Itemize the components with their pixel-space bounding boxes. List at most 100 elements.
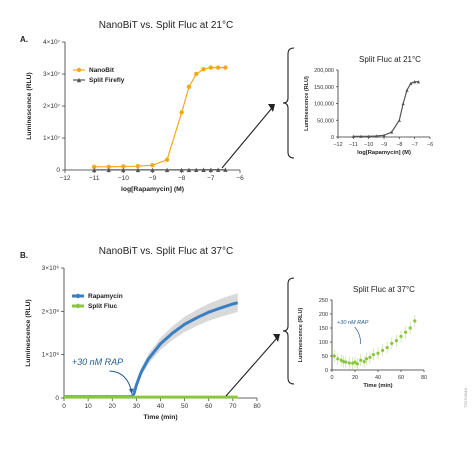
- B_inset-x-tick-label: 60: [398, 375, 404, 381]
- B_main-legend-label: Rapamycin: [88, 293, 123, 300]
- panel-a-title: NanoBiT vs. Split Fluc at 21°C: [99, 20, 233, 31]
- B_main-x-tick-label: 50: [181, 403, 189, 410]
- A_main-y-tick-label: 4×10⁷: [43, 39, 61, 46]
- B_main-y-axis-label: Luminescence (RLU): [25, 299, 32, 367]
- A_main-series-point-1: [208, 167, 214, 172]
- panel-a-label: A.: [20, 35, 28, 44]
- B_inset-point: [347, 361, 351, 365]
- B_inset-x-tick-label: 40: [375, 375, 381, 381]
- A_inset-series-point-0: [382, 133, 386, 137]
- connector-a: [221, 107, 273, 169]
- A_inset-series-point-0: [401, 101, 405, 106]
- B_inset-point: [359, 358, 363, 362]
- B_main-annotation-arrow: [109, 370, 133, 393]
- A_main-legend-label: NanoBit: [89, 67, 115, 74]
- B_inset-point: [336, 357, 340, 361]
- A_inset-series-point-0: [397, 118, 401, 122]
- A_inset-x-tick-label: −6: [427, 142, 433, 148]
- A_main-series-point-0: [150, 163, 155, 168]
- B_main-x-tick-label: 0: [62, 403, 66, 410]
- B_inset-point: [381, 348, 385, 352]
- A_inset-title: Split Fluc at 21°C: [359, 55, 421, 64]
- A_main-y-axis-label: Luminescence (RLU): [26, 72, 33, 140]
- A_main-x-tick-label: −11: [89, 175, 100, 182]
- A_main-x-tick-label: −9: [149, 175, 157, 182]
- A_inset-x-tick-label: −9: [381, 142, 387, 148]
- A_main-series-point-0: [215, 65, 221, 70]
- A_inset-x-tick-label: −10: [364, 142, 373, 148]
- B_inset-point: [399, 334, 403, 338]
- B_main-y-tick-label: 0: [55, 395, 59, 402]
- B_inset-point: [390, 341, 394, 345]
- A_inset-series-point-0: [367, 134, 371, 138]
- B_inset-y-tick-label: 200: [319, 312, 328, 318]
- B_inset-point: [394, 339, 398, 343]
- B_main-x-tick-label: 60: [205, 403, 213, 410]
- A_main-series-point-1: [121, 167, 126, 173]
- A_inset-y-tick-label: 150,000: [314, 85, 334, 91]
- B_inset-x-tick-label: 20: [352, 375, 358, 381]
- A_inset-x-tick-label: −11: [349, 142, 358, 148]
- panel-b-label: B.: [20, 251, 28, 260]
- side-code: TS2700MA: [463, 388, 468, 408]
- A_main-series-point-0: [135, 163, 141, 169]
- A_inset-series-point-0: [413, 80, 417, 84]
- B_main-y-tick-label: 1×10⁶: [42, 352, 60, 359]
- A_main-legend-label: Split Firefly: [89, 77, 125, 84]
- B_main-x-tick-label: 70: [229, 403, 237, 410]
- A_main-y-tick-label: 1×10⁷: [43, 135, 61, 142]
- A_main-x-tick-label: −10: [118, 175, 129, 182]
- A_main-x-tick-label: −12: [59, 175, 70, 182]
- B_inset-point: [376, 351, 380, 355]
- A_inset-series-point-0: [351, 134, 355, 138]
- B_inset-y-tick-label: 150: [319, 326, 328, 332]
- B_inset-point: [332, 354, 336, 358]
- B_main-x-tick-label: 10: [85, 403, 93, 410]
- B_inset-y-tick-label: 100: [319, 340, 328, 346]
- A_main-series-point-1: [215, 167, 221, 172]
- B_inset-y-axis-label: Luminescence (RLU): [298, 307, 304, 362]
- A_main-series-point-1: [150, 167, 155, 173]
- A_main-x-tick-label: −6: [236, 175, 244, 182]
- A_main-y-tick-label: 2×10⁷: [43, 103, 61, 110]
- B_main-x-tick-label: 20: [109, 403, 117, 410]
- A_main-series-point-1: [135, 167, 141, 173]
- A_main-y-tick-label: 0: [56, 167, 60, 174]
- connector-b: [225, 337, 278, 397]
- A_inset-x-tick-label: −12: [333, 142, 342, 148]
- connector-b-head: [273, 334, 280, 342]
- A_inset-series-line-0: [353, 81, 419, 137]
- B_inset-point: [353, 360, 357, 364]
- A_inset-x-axis-label: log[Rapamycin] (M): [357, 150, 411, 156]
- B_inset-point: [368, 355, 372, 359]
- A_main-series-point-0: [121, 164, 126, 169]
- B_main-legend-label: Split Fluc: [88, 303, 118, 310]
- A_inset-series-point-0: [374, 134, 378, 138]
- B_inset-title: Split Fluc at 37°C: [353, 285, 415, 294]
- chart-layer: −12 −11 −10 −9 −8 −7 −6 0 1×10⁷ 2×10⁷ 3×10⁷ 4×10⁷ lo…: [25, 39, 433, 421]
- A_inset-y-tick-label: 50,000: [317, 118, 334, 124]
- brace-b: [282, 277, 295, 385]
- A_main-x-tick-label: −8: [178, 175, 186, 182]
- A_main-series-point-1: [223, 167, 228, 172]
- A_inset-x-tick-label: −7: [412, 142, 418, 148]
- A_main-series-point-0: [106, 164, 111, 169]
- B_inset-y-tick-label: 250: [319, 298, 328, 304]
- A_inset-series-point-0: [416, 80, 421, 84]
- B_inset-x-tick-label: 80: [421, 375, 427, 381]
- A_main-series-point-0: [91, 164, 97, 169]
- B_inset-point: [413, 319, 417, 323]
- A_main-series-point-1: [164, 167, 170, 173]
- B_inset-y-tick-label: 0: [325, 368, 328, 374]
- B_main-annotation: +30 nM RAP: [72, 357, 123, 367]
- B_main-x-tick-label: 40: [157, 403, 165, 410]
- A_inset-x-tick-label: −8: [396, 142, 402, 148]
- A_main-series-point-1: [179, 167, 184, 173]
- B_inset-point: [371, 353, 375, 357]
- B_inset-annotation-arrow: [354, 326, 362, 345]
- B_inset-point: [364, 357, 369, 361]
- B_inset-point: [344, 360, 348, 364]
- A_main-series-point-1: [186, 167, 192, 173]
- B_inset-annotation: +30 nM RAP: [337, 320, 369, 326]
- B_main-x-axis-label: Time (min): [143, 414, 177, 421]
